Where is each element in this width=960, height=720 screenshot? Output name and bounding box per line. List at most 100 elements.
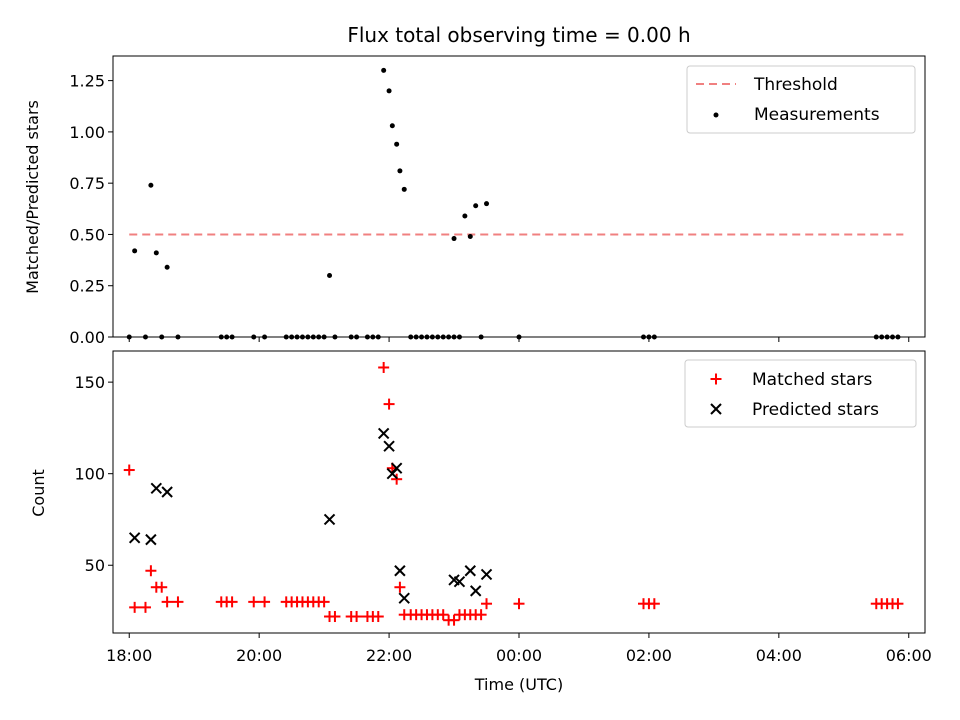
- measurement-point-55: [879, 334, 885, 340]
- measurement-point-45: [462, 213, 468, 219]
- matched-point-20: [318, 596, 330, 608]
- matched-point-32: [394, 581, 406, 593]
- x-tick-label-1: 20:00: [236, 646, 282, 665]
- legend-measurements-label: Measurements: [754, 105, 880, 125]
- measurements-series: [126, 67, 901, 340]
- measurement-point-23: [348, 334, 354, 340]
- matched-point-0: [123, 464, 135, 476]
- measurement-point-32: [397, 168, 403, 174]
- predicted-point-15: [480, 568, 493, 581]
- top-y-tick-label-2: 0.50: [69, 225, 105, 244]
- measurement-point-40: [440, 334, 446, 340]
- measurement-point-3: [148, 182, 154, 188]
- bottom-y-ticks: 50 100 150: [74, 373, 113, 575]
- matched-point-57: [892, 598, 904, 610]
- measurement-point-30: [389, 123, 395, 129]
- measurement-point-47: [473, 203, 479, 209]
- measurement-point-43: [451, 334, 457, 340]
- measurement-point-48: [478, 334, 484, 340]
- bottom-y-tick-label-0: 50: [85, 556, 105, 575]
- top-y-tick-label-0: 0.00: [69, 328, 105, 347]
- x-tick-label-5: 04:00: [756, 646, 802, 665]
- measurement-point-50: [516, 334, 522, 340]
- measurement-point-0: [126, 334, 132, 340]
- predicted-point-2: [150, 482, 163, 495]
- measurement-point-22: [332, 334, 338, 340]
- measurement-point-51: [641, 334, 647, 340]
- measurement-point-57: [890, 334, 896, 340]
- matched-point-5: [156, 581, 168, 593]
- measurement-point-26: [370, 334, 376, 340]
- top-y-tick-label-1: 0.25: [69, 277, 105, 296]
- measurement-point-6: [164, 264, 170, 270]
- top-y-ticks: 0.00 0.25 0.50 0.75 1.00 1.25: [69, 72, 113, 347]
- predicted-point-9: [394, 565, 406, 577]
- matched-point-29: [383, 398, 395, 410]
- measurement-point-1: [132, 248, 138, 254]
- measurement-point-36: [419, 334, 425, 340]
- measurement-point-44: [456, 334, 462, 340]
- measurement-point-41: [446, 334, 452, 340]
- measurement-point-34: [408, 334, 414, 340]
- measurement-point-58: [895, 334, 901, 340]
- matched-point-42: [448, 614, 460, 626]
- predicted-point-8: [390, 462, 403, 474]
- measurement-point-8: [218, 334, 224, 340]
- legend-predicted-x: [710, 403, 722, 415]
- predicted-point-12: [453, 576, 466, 588]
- matched-point-3: [145, 565, 157, 577]
- matched-point-52: [648, 598, 660, 610]
- matched-point-10: [226, 596, 238, 608]
- measurement-point-29: [386, 88, 392, 94]
- measurement-point-38: [429, 334, 435, 340]
- measurement-point-46: [467, 233, 473, 239]
- predicted-stars-series: [128, 427, 493, 604]
- predicted-point-0: [128, 532, 141, 544]
- top-y-tick-label-3: 0.75: [69, 174, 105, 193]
- legend-threshold-label: Threshold: [753, 75, 838, 95]
- legend-measurements-marker: [713, 112, 719, 118]
- measurement-point-21: [327, 272, 333, 278]
- x-tick-label-4: 02:00: [626, 646, 672, 665]
- x-axis-label: Time (UTC): [474, 675, 563, 694]
- matched-point-11: [248, 596, 260, 608]
- measurement-point-28: [381, 67, 387, 73]
- measurement-point-5: [159, 334, 165, 340]
- measurement-point-12: [262, 334, 268, 340]
- matched-stars-series: [123, 361, 904, 626]
- measurement-point-24: [354, 334, 360, 340]
- x-tick-label-0: 18:00: [106, 646, 152, 665]
- measurement-point-49: [484, 201, 490, 207]
- matched-point-12: [259, 596, 271, 608]
- matched-point-22: [329, 611, 341, 623]
- bottom-x-ticks: 18:00 20:00 22:00 00:00 02:00 04:00 06:00: [106, 633, 932, 665]
- matched-point-2: [139, 601, 151, 613]
- measurement-point-54: [873, 334, 879, 340]
- predicted-point-13: [464, 565, 476, 577]
- predicted-point-10: [398, 592, 410, 604]
- legend-matched-marker: [710, 373, 722, 385]
- measurement-point-39: [435, 334, 441, 340]
- legend-predicted-label: Predicted stars: [752, 400, 879, 420]
- top-y-tick-label-4: 1.00: [69, 123, 105, 142]
- measurement-point-18: [310, 334, 316, 340]
- measurement-point-56: [884, 334, 890, 340]
- matched-point-6: [161, 596, 173, 608]
- predicted-point-5: [377, 427, 390, 440]
- matched-point-28: [378, 361, 390, 373]
- predicted-point-4: [323, 513, 336, 526]
- bottom-y-tick-label-2: 150: [74, 373, 105, 392]
- x-tick-label-2: 22:00: [366, 646, 412, 665]
- legend-matched-label: Matched stars: [752, 370, 872, 390]
- predicted-point-1: [145, 533, 157, 546]
- measurement-point-42: [451, 236, 457, 242]
- measurement-point-19: [316, 334, 322, 340]
- measurement-point-31: [394, 141, 400, 147]
- top-legend-box: [686, 65, 916, 134]
- legend-matched-plus: [710, 373, 722, 385]
- top-x-ticks: [128, 337, 910, 342]
- measurement-point-27: [375, 334, 381, 340]
- measurement-point-15: [294, 334, 300, 340]
- bottom-legend-box: [684, 359, 917, 428]
